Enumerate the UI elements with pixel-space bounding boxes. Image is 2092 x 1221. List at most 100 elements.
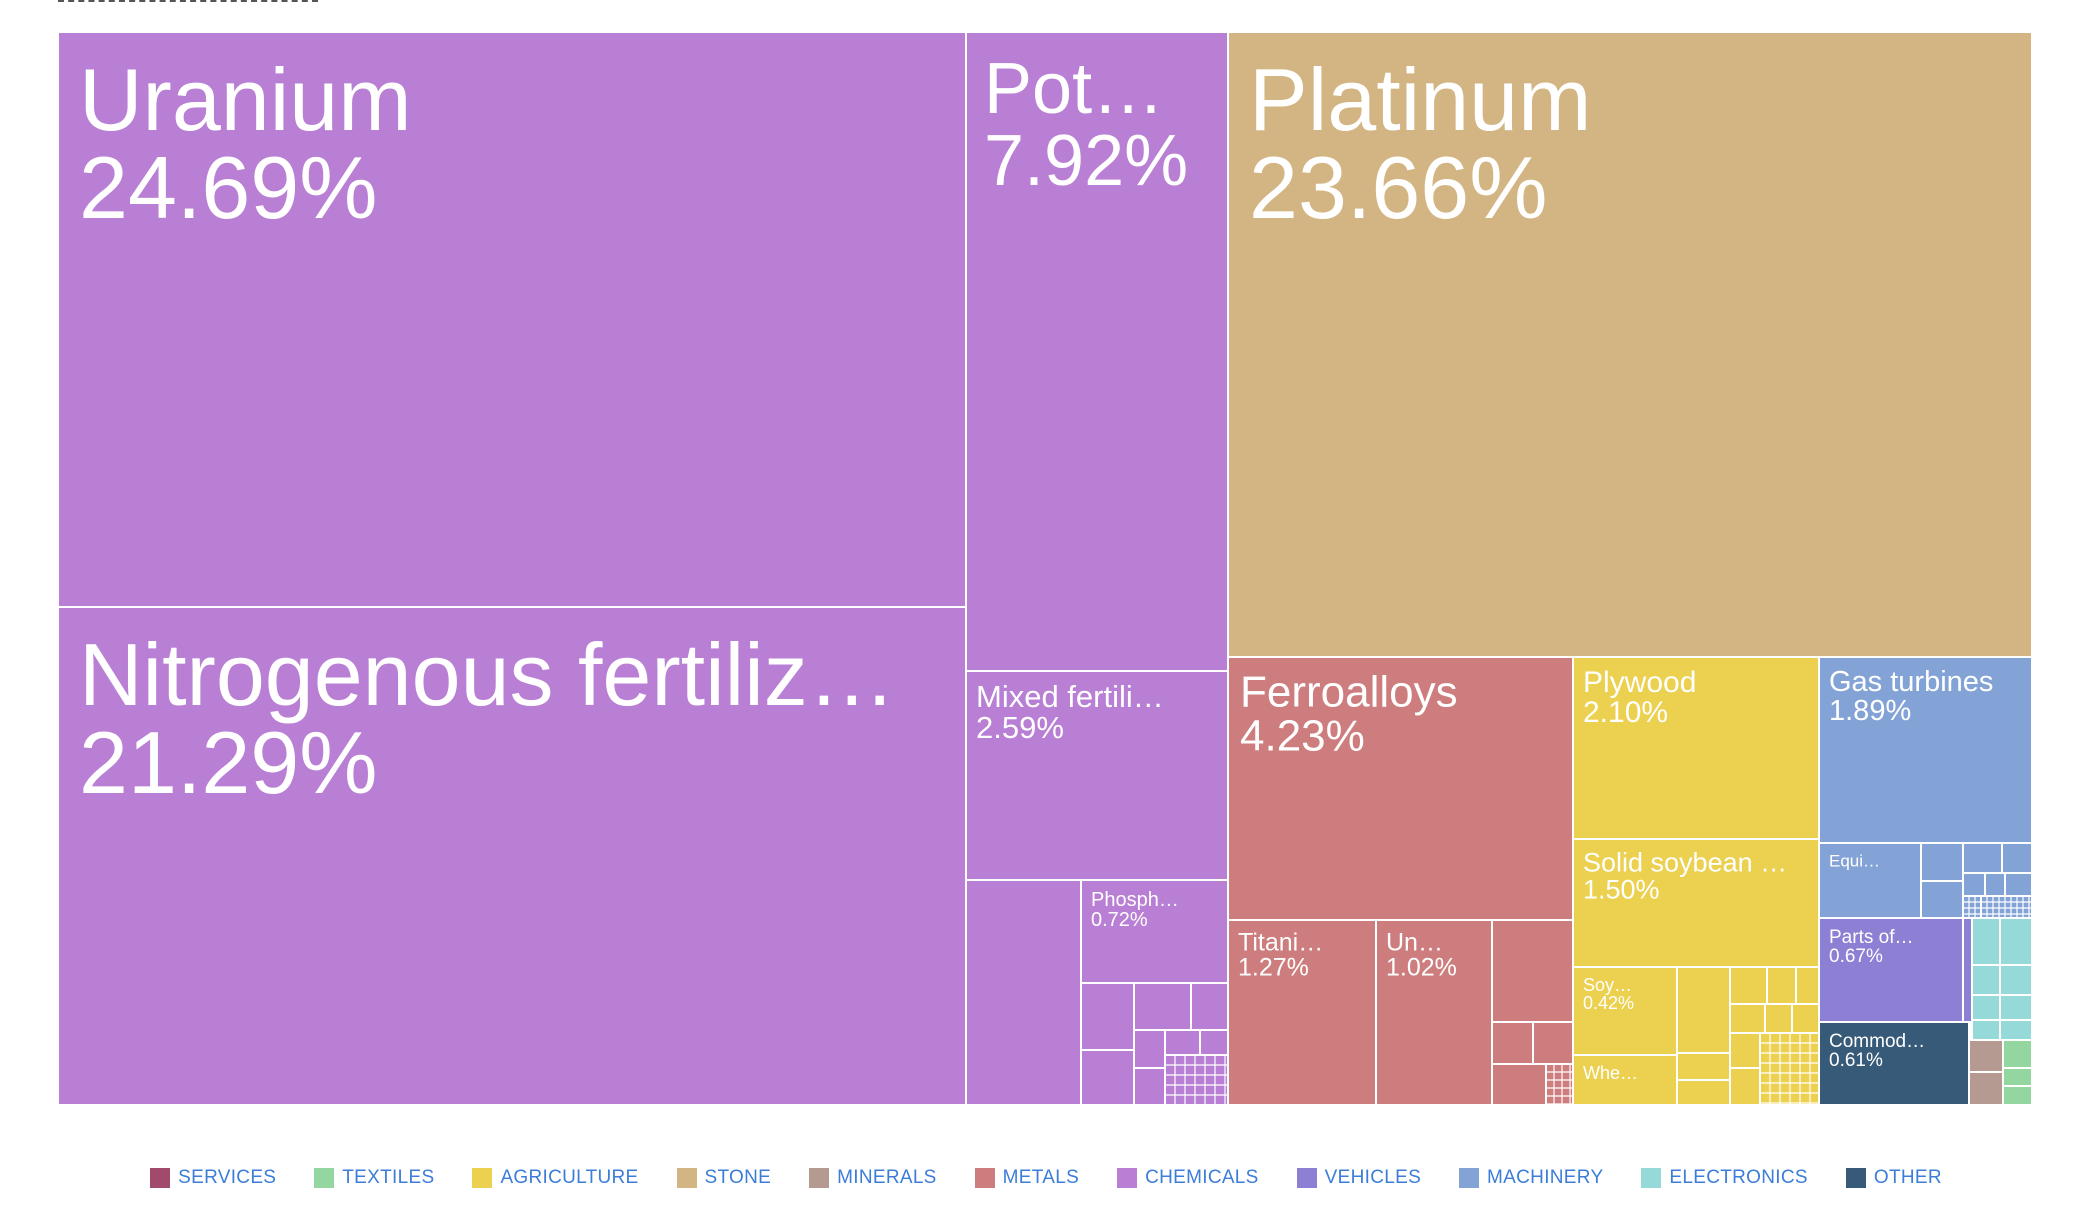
treemap-tile-unlabeled[interactable] bbox=[1729, 1067, 1761, 1106]
treemap-tile-unlabeled[interactable] bbox=[1971, 994, 2001, 1021]
tile-rect bbox=[1818, 1021, 1970, 1106]
treemap-tile-unlabeled[interactable] bbox=[1133, 1029, 1166, 1069]
legend-swatch bbox=[974, 1168, 995, 1188]
treemap-tile-unlabeled[interactable] bbox=[1676, 1079, 1731, 1106]
legend-item-metals[interactable]: METALS bbox=[974, 1167, 1079, 1189]
treemap-tile-unlabeled[interactable] bbox=[2002, 1085, 2033, 1106]
treemap-tile-unlabeled[interactable] bbox=[1980, 895, 2033, 919]
legend-item-machinery[interactable]: MACHINERY bbox=[1459, 1167, 1603, 1189]
treemap-tile-unlabeled[interactable] bbox=[1080, 1049, 1135, 1106]
tile-rect bbox=[1999, 964, 2033, 996]
treemap-tile-unlabeled[interactable] bbox=[1491, 919, 1574, 1023]
treemap-tile-unlabeled[interactable] bbox=[1764, 1003, 1793, 1034]
treemap-tile-unlabeled[interactable] bbox=[1962, 895, 1982, 919]
treemap-tile-unlabeled[interactable] bbox=[1999, 917, 2033, 966]
treemap-tile-unlabeled[interactable] bbox=[1190, 982, 1229, 1031]
treemap-tile-unlabeled[interactable] bbox=[1971, 964, 2001, 996]
legend-label: OTHER bbox=[1873, 1167, 1942, 1188]
treemap-tile-unlabeled[interactable] bbox=[1791, 1003, 1820, 1034]
tile-share-label: 21.29% bbox=[79, 713, 377, 812]
legend-swatch bbox=[1117, 1168, 1138, 1188]
treemap-tile-unlabeled[interactable] bbox=[1729, 966, 1768, 1005]
treemap-tile[interactable]: Whe… bbox=[1572, 1054, 1678, 1106]
tile-share-label: 2.59% bbox=[976, 710, 1064, 745]
tile-rect bbox=[1199, 1029, 1229, 1056]
legend-swatch bbox=[1845, 1168, 1866, 1188]
treemap-tile-unlabeled[interactable] bbox=[1532, 1021, 1574, 1065]
tiny-tiles-cluster bbox=[1963, 896, 1981, 918]
treemap-tile-unlabeled[interactable] bbox=[965, 879, 1082, 1106]
treemap-tile-unlabeled[interactable] bbox=[1766, 966, 1797, 1005]
treemap-tile[interactable]: Pot…7.92% bbox=[965, 31, 1229, 672]
treemap-tile-unlabeled[interactable] bbox=[1199, 1029, 1229, 1056]
legend-item-minerals[interactable]: MINERALS bbox=[809, 1167, 937, 1189]
treemap-tile-unlabeled[interactable] bbox=[1971, 917, 2001, 966]
tile-name-label: Gas turbines bbox=[1829, 666, 1993, 698]
treemap-tile-unlabeled[interactable] bbox=[1795, 966, 1820, 1005]
treemap-tile[interactable]: Un…1.02% bbox=[1375, 919, 1493, 1106]
legend-item-textiles[interactable]: TEXTILES bbox=[314, 1167, 434, 1189]
treemap-tile-unlabeled[interactable] bbox=[2002, 1067, 2033, 1087]
treemap-tile-unlabeled[interactable] bbox=[1080, 982, 1135, 1051]
tile-name-label: Pot… bbox=[984, 49, 1164, 129]
legend-swatch bbox=[1459, 1168, 1480, 1188]
treemap-tile-unlabeled[interactable] bbox=[1676, 1052, 1731, 1081]
treemap-tile-unlabeled[interactable] bbox=[1491, 1063, 1547, 1106]
tile-rect bbox=[1491, 1021, 1534, 1065]
treemap-tile-unlabeled[interactable] bbox=[2001, 842, 2033, 874]
treemap-tile[interactable]: Equi… bbox=[1818, 842, 1922, 919]
treemap-tile-unlabeled[interactable] bbox=[1962, 842, 2003, 874]
treemap-tile-unlabeled[interactable] bbox=[1920, 842, 1964, 882]
legend-item-other[interactable]: OTHER bbox=[1845, 1167, 1942, 1189]
treemap-tile-unlabeled[interactable] bbox=[2002, 1039, 2033, 1069]
legend-item-agriculture[interactable]: AGRICULTURE bbox=[472, 1167, 638, 1189]
treemap-tile-unlabeled[interactable] bbox=[1729, 1032, 1761, 1069]
tile-rect bbox=[2002, 1067, 2033, 1087]
treemap-tile[interactable]: Mixed fertili…2.59% bbox=[965, 670, 1229, 881]
legend-label: SERVICES bbox=[178, 1167, 277, 1188]
treemap-tile[interactable]: Solid soybean …1.50% bbox=[1572, 838, 1820, 968]
treemap-tile-unlabeled[interactable] bbox=[1962, 917, 1973, 1023]
tile-rect bbox=[1971, 917, 2001, 966]
treemap-tile-unlabeled[interactable] bbox=[1968, 1071, 2004, 1106]
treemap-tile[interactable]: Titani…1.27% bbox=[1227, 919, 1377, 1106]
tile-name-label: Nitrogenous fertiliz… bbox=[79, 625, 896, 724]
tile-rect bbox=[1968, 1039, 2004, 1073]
treemap-tile-unlabeled[interactable] bbox=[1676, 966, 1731, 1054]
treemap-tile-unlabeled[interactable] bbox=[1164, 1029, 1201, 1056]
treemap-tile-unlabeled[interactable] bbox=[1971, 1019, 2001, 1041]
legend-swatch bbox=[809, 1168, 830, 1188]
tile-rect bbox=[1227, 31, 2033, 658]
treemap-tile[interactable]: Nitrogenous fertiliz…21.29% bbox=[57, 606, 967, 1106]
treemap-tile-unlabeled[interactable] bbox=[1999, 1019, 2033, 1041]
treemap-tile-unlabeled[interactable] bbox=[1968, 1039, 2004, 1073]
treemap-tile[interactable]: Parts of…0.67% bbox=[1818, 917, 1964, 1023]
legend-item-stone[interactable]: STONE bbox=[676, 1167, 772, 1189]
treemap-tile-unlabeled[interactable] bbox=[1491, 1021, 1534, 1065]
treemap-tile-unlabeled[interactable] bbox=[1999, 994, 2033, 1021]
treemap-tile-unlabeled[interactable] bbox=[2004, 872, 2033, 897]
tile-rect bbox=[1532, 1021, 1574, 1065]
treemap-tile-unlabeled[interactable] bbox=[1133, 982, 1192, 1031]
treemap-tile-unlabeled[interactable] bbox=[1920, 880, 1964, 919]
treemap-tile[interactable]: Soy…0.42% bbox=[1572, 966, 1678, 1056]
treemap-tile-unlabeled[interactable] bbox=[1545, 1063, 1574, 1106]
treemap-tile-unlabeled[interactable] bbox=[1999, 964, 2033, 996]
treemap-tile[interactable]: Phosph…0.72% bbox=[1080, 879, 1229, 984]
treemap-tile[interactable]: Commod…0.61% bbox=[1818, 1021, 1970, 1106]
legend-item-vehicles[interactable]: VEHICLES bbox=[1296, 1167, 1421, 1189]
legend-item-services[interactable]: SERVICES bbox=[150, 1167, 276, 1189]
tile-name-label: Platinum bbox=[1249, 50, 1591, 149]
treemap-tile-unlabeled[interactable] bbox=[1133, 1067, 1166, 1106]
tile-rect bbox=[1920, 880, 1964, 919]
legend-item-electronics[interactable]: ELECTRONICS bbox=[1641, 1167, 1808, 1189]
treemap-tile-unlabeled[interactable] bbox=[1962, 872, 1986, 897]
treemap-tile-unlabeled[interactable] bbox=[1984, 872, 2006, 897]
treemap-tile-unlabeled[interactable] bbox=[1729, 1003, 1766, 1034]
legend-item-chemicals[interactable]: CHEMICALS bbox=[1117, 1167, 1259, 1189]
